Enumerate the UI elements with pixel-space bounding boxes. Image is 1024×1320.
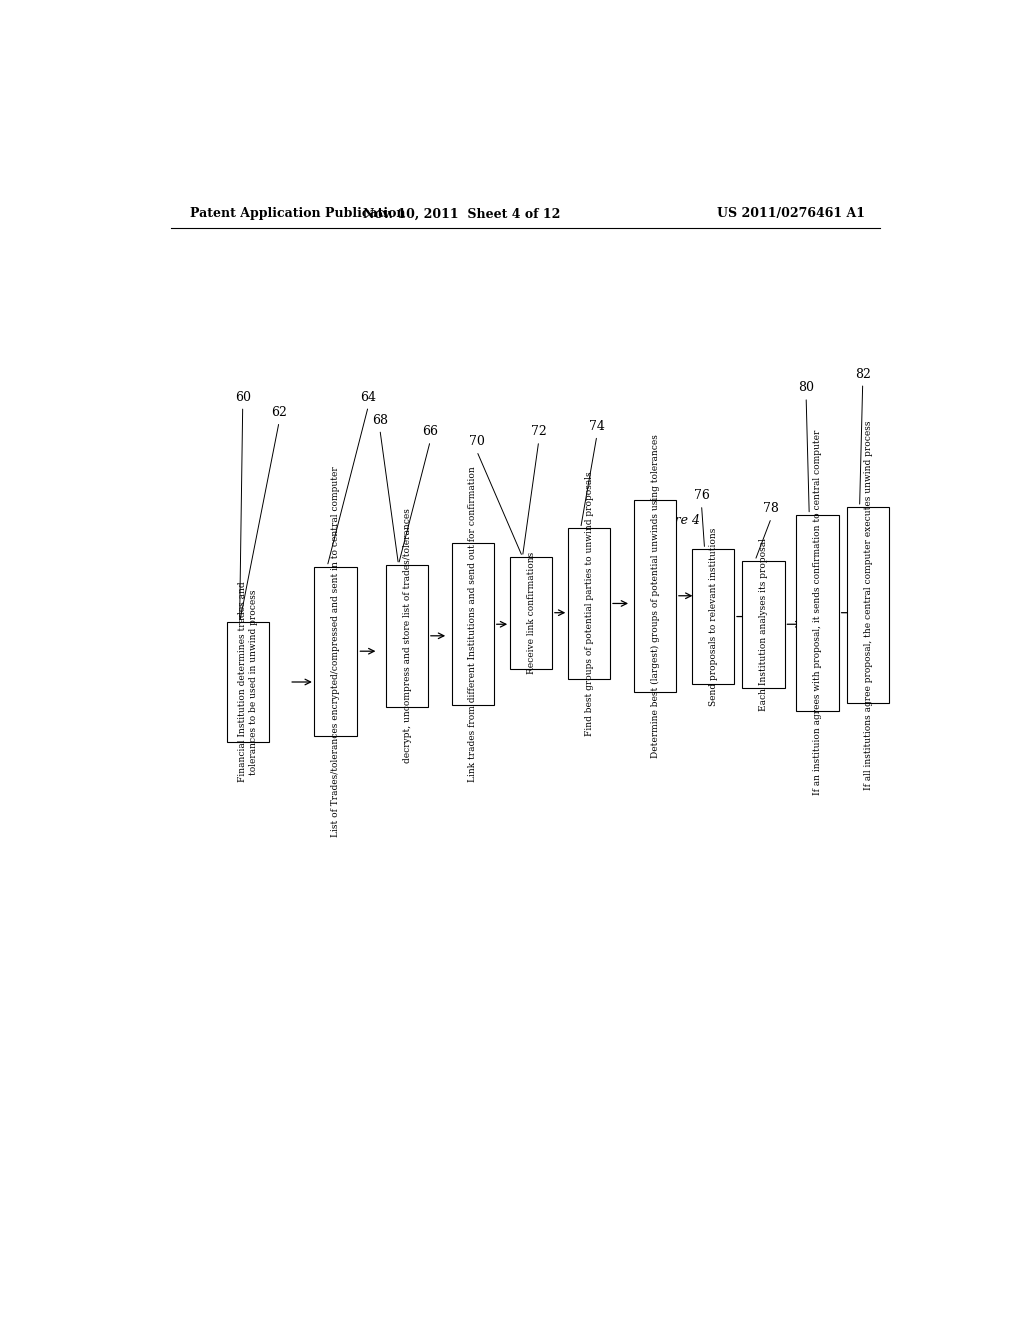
- Bar: [510, 557, 552, 668]
- Text: Send proposals to relevant institutions: Send proposals to relevant institutions: [709, 528, 718, 706]
- Bar: [797, 515, 839, 711]
- Text: Find best groups of potential parties to unwind proposals: Find best groups of potential parties to…: [585, 471, 594, 735]
- Text: Nov. 10, 2011  Sheet 4 of 12: Nov. 10, 2011 Sheet 4 of 12: [362, 207, 560, 220]
- Text: Patent Application Publication: Patent Application Publication: [190, 207, 406, 220]
- Text: decrypt, uncompress and store list of trades/tolerances: decrypt, uncompress and store list of tr…: [402, 508, 412, 763]
- Text: US 2011/0276461 A1: US 2011/0276461 A1: [717, 207, 865, 220]
- Bar: [452, 544, 495, 705]
- Text: List of Trades/tolerances encrypted/compressed and sent in to central computer: List of Trades/tolerances encrypted/comp…: [331, 466, 340, 837]
- Text: Each Institution analyses its proposal: Each Institution analyses its proposal: [759, 537, 768, 710]
- Text: Figure 4: Figure 4: [646, 513, 699, 527]
- Text: 80: 80: [798, 381, 814, 395]
- Bar: [692, 549, 734, 684]
- Text: 60: 60: [234, 391, 251, 404]
- Text: Financial Institution determines trades and
tolerances to be used in unwind proc: Financial Institution determines trades …: [239, 582, 258, 783]
- Text: Determine best (largest) groups of potential unwinds using tolerances: Determine best (largest) groups of poten…: [650, 434, 659, 758]
- Text: 74: 74: [589, 420, 605, 433]
- Text: Receive link confirmations: Receive link confirmations: [526, 552, 536, 673]
- Text: Link trades from different Institutions and send out for confirmation: Link trades from different Institutions …: [468, 466, 477, 783]
- Text: 66: 66: [422, 425, 438, 438]
- Text: 64: 64: [360, 391, 376, 404]
- Bar: [568, 528, 610, 678]
- Text: 78: 78: [763, 502, 779, 515]
- Bar: [386, 565, 428, 708]
- Bar: [314, 566, 357, 737]
- Text: 62: 62: [271, 407, 287, 418]
- Bar: [634, 499, 676, 692]
- Bar: [742, 561, 784, 688]
- Bar: [226, 622, 269, 742]
- Text: 70: 70: [469, 436, 484, 449]
- Text: 68: 68: [372, 413, 388, 426]
- Text: 82: 82: [855, 367, 870, 380]
- Text: 76: 76: [693, 490, 710, 502]
- Text: If an instituion agrees with proposal, it sends confirmation to central computer: If an instituion agrees with proposal, i…: [813, 430, 822, 796]
- Bar: [847, 507, 890, 704]
- Text: 72: 72: [530, 425, 547, 438]
- Text: If all institutions agree proposal, the central computer executes unwind process: If all institutions agree proposal, the …: [863, 420, 872, 789]
